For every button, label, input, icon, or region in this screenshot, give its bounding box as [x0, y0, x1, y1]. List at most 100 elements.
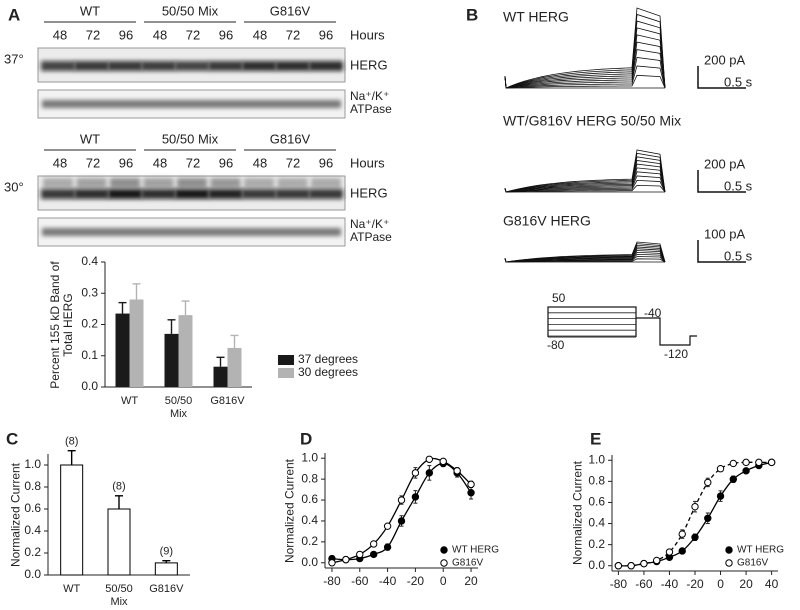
current-trace: [504, 184, 666, 193]
y-tick-label: 1.0: [301, 450, 318, 464]
data-point: [411, 469, 420, 477]
y-tick-label: 0.4: [81, 254, 98, 268]
data-point: [716, 465, 725, 473]
legend-marker: [725, 559, 733, 567]
blot-band: [177, 178, 207, 188]
scale-time: 0.5 s: [724, 248, 753, 263]
data-point: [742, 467, 750, 475]
group-label: G816V: [270, 131, 311, 146]
data-point: [453, 467, 461, 475]
x-tick-label: -40: [661, 577, 679, 591]
bar: [178, 315, 193, 387]
blot-band: [41, 189, 75, 199]
hour-label: 72: [186, 155, 200, 170]
data-point: [640, 559, 648, 568]
data-point: [678, 530, 686, 538]
scale-bar: [697, 66, 746, 89]
y-tick-label: 0.6: [24, 501, 41, 515]
blot-band: [277, 178, 308, 188]
scale-current: 200 pA: [704, 52, 746, 67]
current-trace: [504, 34, 666, 89]
hour-label: 72: [86, 27, 100, 42]
data-point: [356, 550, 364, 559]
blot-band: [210, 178, 241, 188]
blot-band: [311, 178, 341, 188]
blot-band: [309, 61, 343, 71]
protocol-label: 50: [552, 291, 566, 305]
bar: [213, 366, 228, 387]
current-trace: [504, 167, 666, 193]
bar: [107, 508, 131, 576]
trace-title: WT/G816V HERG 50/50 Mix: [503, 113, 681, 129]
current-trace: [504, 75, 665, 89]
blot-band: [208, 61, 243, 71]
blot-band: [108, 189, 142, 199]
sample-size: (8): [65, 436, 78, 448]
panel-label: B: [466, 5, 478, 24]
y-tick-label: 0.2: [24, 545, 41, 559]
band-label: Na⁺/K⁺ ATPase: [350, 89, 392, 116]
hour-label: 96: [319, 155, 333, 170]
blot-band: [42, 100, 341, 108]
protocol-label: -120: [664, 347, 688, 361]
legend-label: WT HERG: [452, 545, 499, 556]
y-tick-label: 0.4: [24, 523, 41, 537]
band-label: HERG: [350, 57, 388, 72]
current-trace: [504, 163, 666, 193]
data-point: [383, 522, 392, 530]
hour-label: 48: [253, 155, 267, 170]
group-label: G816V: [270, 3, 311, 18]
bar: [154, 562, 178, 576]
hour-label: 96: [319, 27, 333, 42]
legend-label: G816V: [737, 558, 768, 569]
legend-label: 30 degrees: [298, 365, 358, 379]
temperature: 37°: [4, 51, 24, 66]
hour-label: 48: [53, 155, 67, 170]
bar: [227, 347, 242, 387]
scale-current: 100 pA: [704, 226, 746, 241]
blot-band: [275, 61, 310, 71]
x-tick-label: 20: [739, 577, 753, 591]
blot-band: [43, 178, 73, 188]
blot-band: [242, 189, 276, 199]
data-point: [716, 492, 725, 500]
current-trace: [504, 13, 666, 89]
trace-title: WT HERG: [503, 9, 569, 25]
legend-label: G816V: [452, 558, 483, 569]
y-tick-label: 0.6: [588, 495, 605, 509]
y-tick-label: 0.2: [301, 534, 318, 548]
y-tick-label: 0.8: [301, 471, 318, 485]
x-tick-label: G816V: [149, 583, 184, 595]
hour-label: 72: [286, 155, 300, 170]
data-point: [369, 550, 378, 559]
y-tick-label: 0.2: [81, 317, 98, 331]
x-tick-label: -80: [610, 577, 628, 591]
blot-band: [141, 61, 176, 71]
panel-label: E: [590, 429, 601, 448]
data-point: [729, 459, 738, 468]
data-point: [704, 478, 712, 487]
x-tick-label: 20: [464, 574, 478, 588]
bar: [115, 313, 130, 387]
data-point: [678, 547, 686, 555]
sample-size: (8): [112, 481, 125, 493]
blot-band: [244, 178, 274, 188]
current-trace: [504, 41, 666, 89]
y-tick-label: 0.0: [588, 558, 605, 572]
data-point: [704, 514, 712, 522]
data-point: [767, 458, 776, 467]
current-trace: [504, 188, 665, 193]
blot-band: [42, 228, 341, 236]
legend-label: WT HERG: [737, 545, 784, 556]
panel-label: D: [300, 429, 312, 448]
hour-label: 72: [186, 27, 200, 42]
blot-band: [74, 61, 109, 71]
x-tick-label: 50/50 Mix: [164, 395, 193, 420]
y-tick-label: 1.0: [588, 452, 605, 466]
blot-band: [309, 189, 343, 199]
y-tick-label: 1.0: [24, 457, 41, 471]
y-tick-label: 0.2: [588, 537, 605, 551]
blot-band: [108, 61, 142, 71]
current-trace: [504, 241, 666, 263]
current-trace: [504, 179, 666, 193]
